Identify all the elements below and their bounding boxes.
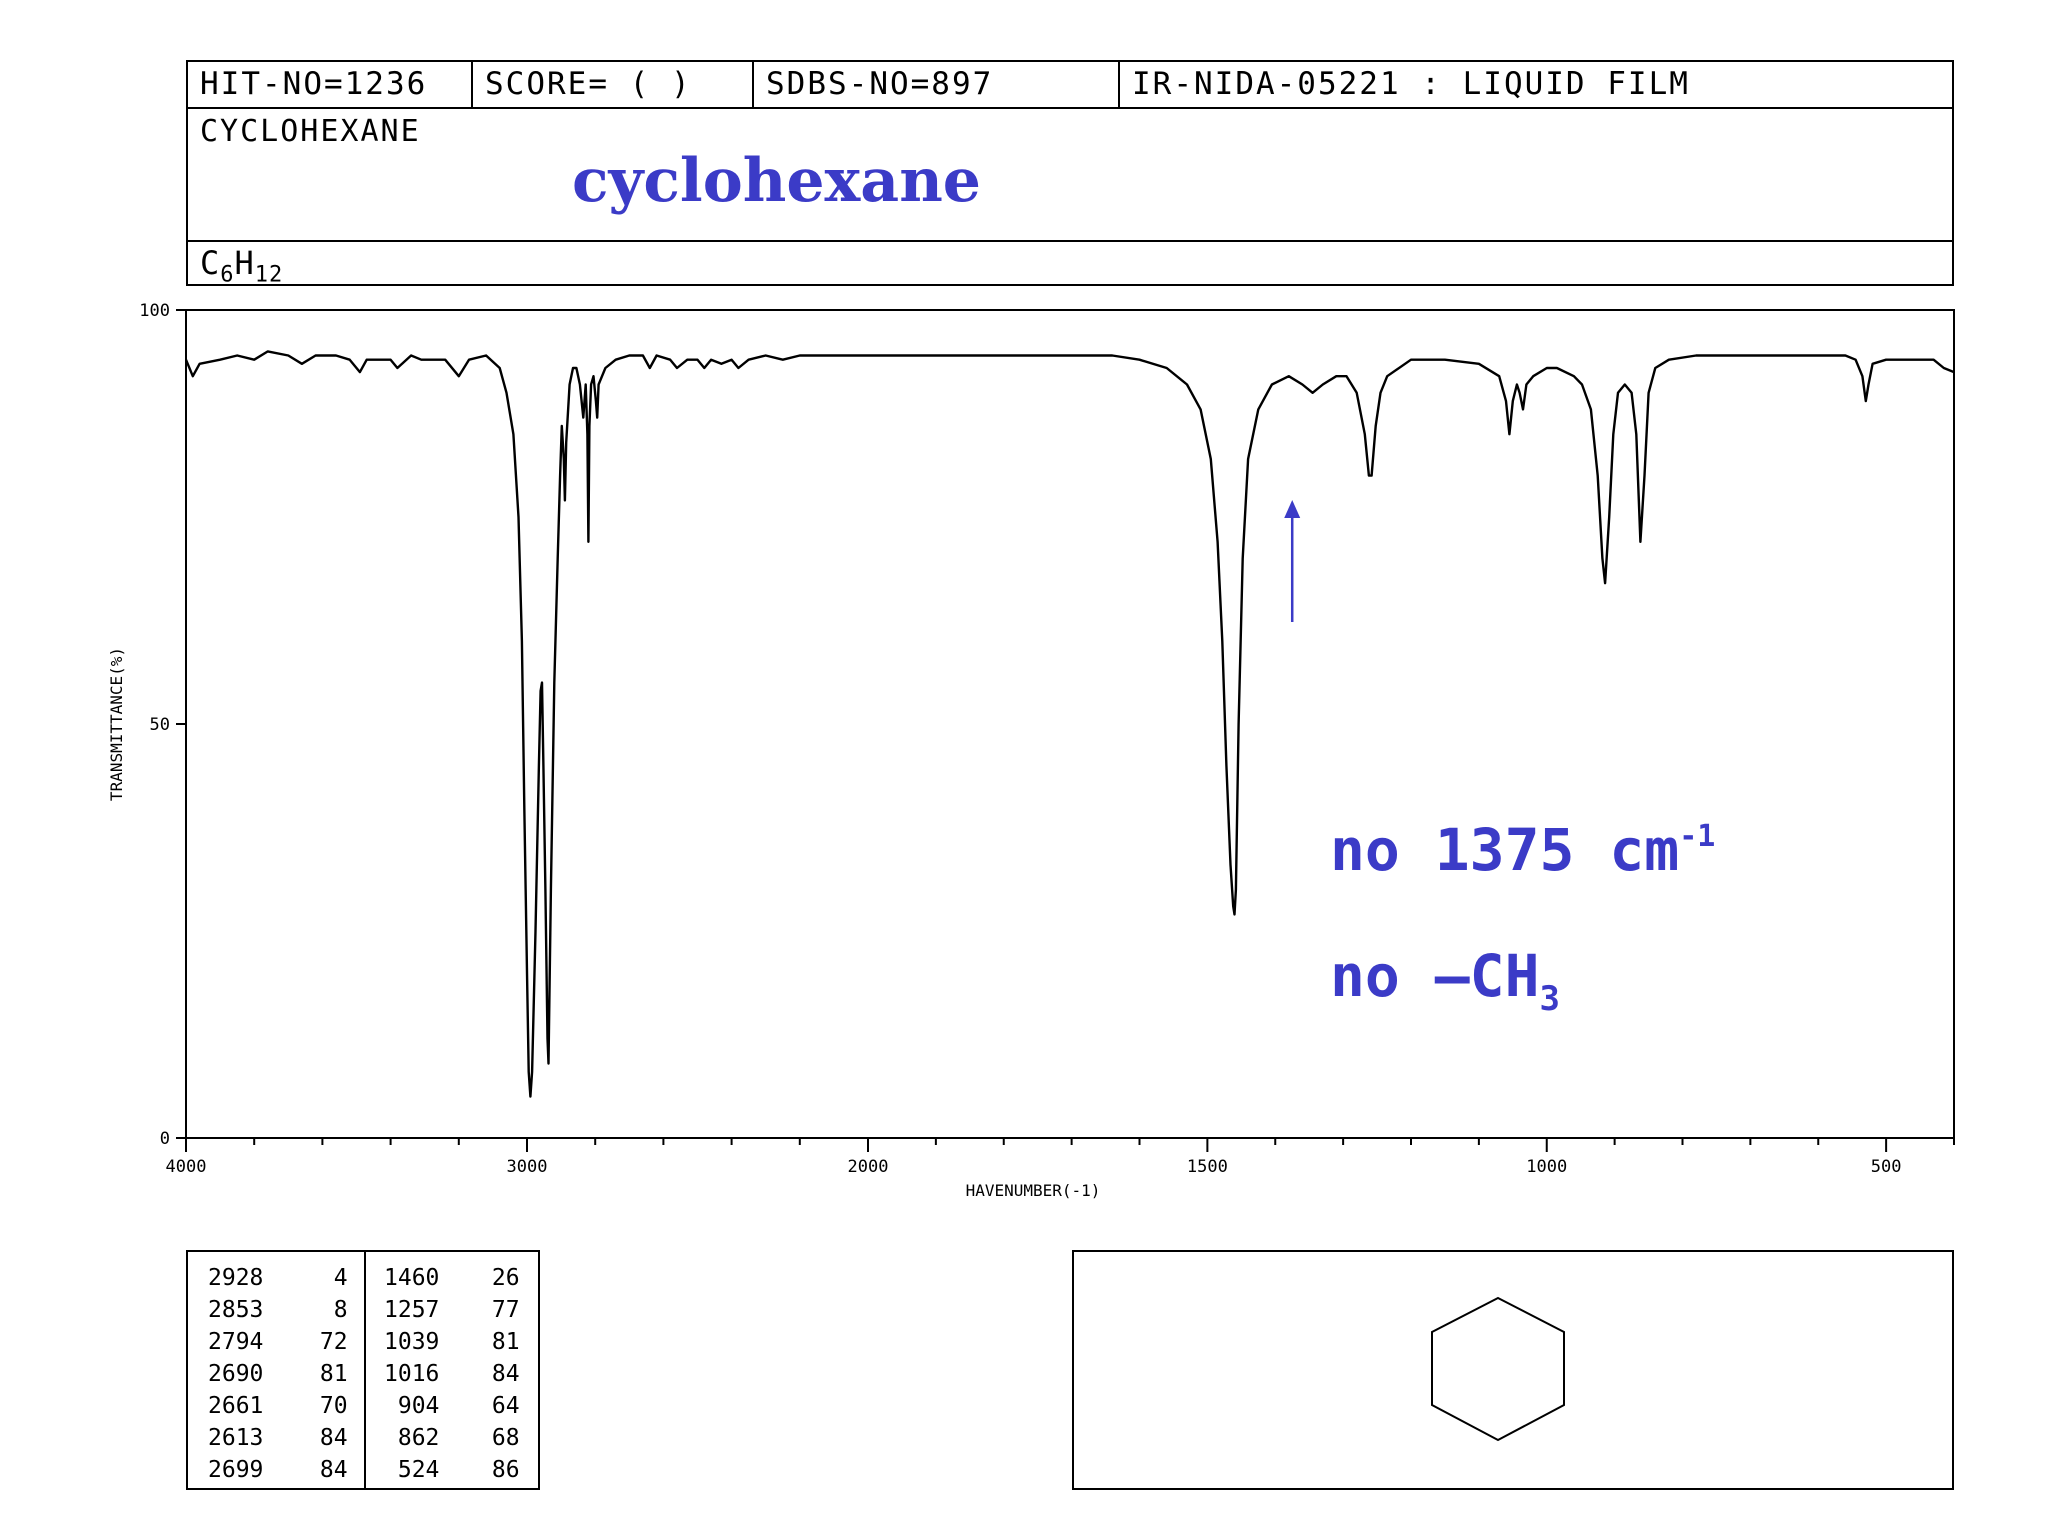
peak-wavenumber: 2661 bbox=[208, 1393, 264, 1419]
peak-transmittance: 86 bbox=[478, 1457, 520, 1483]
peak-transmittance: 81 bbox=[306, 1361, 348, 1387]
peak-transmittance: 72 bbox=[306, 1329, 348, 1355]
spectrum-header: HIT-NO=1236 SCORE= ( ) SDBS-NO=897 IR-NI… bbox=[186, 60, 1954, 287]
peak-wavenumber: 862 bbox=[384, 1425, 440, 1451]
peak-transmittance: 77 bbox=[478, 1297, 520, 1323]
arrow-head bbox=[1284, 500, 1301, 518]
measurement-method: IR-NIDA-05221 : LIQUID FILM bbox=[1118, 62, 1952, 107]
peak-wavenumber: 904 bbox=[384, 1393, 440, 1419]
annotation-no-1375: no 1375 cm-1 bbox=[1330, 816, 1715, 884]
peak-transmittance: 81 bbox=[478, 1329, 520, 1355]
spectrum-line bbox=[184, 350, 1955, 1098]
axis-ticks bbox=[176, 309, 1955, 1152]
x-tick-label: 500 bbox=[1871, 1157, 1902, 1177]
formula-row bbox=[188, 240, 1952, 286]
y-axis-label: TRANSMITTANCE(%) bbox=[107, 647, 126, 801]
peak-table-divider bbox=[364, 1252, 366, 1488]
formula-c-subscript: 6 bbox=[220, 262, 235, 288]
plot-frame bbox=[185, 309, 1955, 1139]
peak-wavenumber: 2794 bbox=[208, 1329, 264, 1355]
annotation-no-1375-text: no 1375 cm bbox=[1330, 816, 1679, 884]
x-axis-label: HAVENUMBER(-1) bbox=[966, 1181, 1101, 1200]
cyclohexane-structure bbox=[1431, 1296, 1565, 1442]
peak-transmittance: 84 bbox=[478, 1361, 520, 1387]
peak-wavenumber: 1039 bbox=[384, 1329, 440, 1355]
peak-table: 2928 4 2853 8 2794 72 2690 81 2661 70 2613 84… bbox=[186, 1250, 540, 1490]
y-tick-label: 0 bbox=[160, 1129, 170, 1149]
peak-transmittance: 70 bbox=[306, 1393, 348, 1419]
peak-transmittance: 4 bbox=[306, 1265, 348, 1291]
sdbs-number: SDBS-NO=897 bbox=[752, 62, 1118, 107]
compound-name: CYCLOHEXANE bbox=[200, 114, 421, 149]
peak-wavenumber: 2699 bbox=[208, 1457, 264, 1483]
annotation-no-ch3-text: no –CH bbox=[1330, 942, 1540, 1010]
header-info-row: HIT-NO=1236 SCORE= ( ) SDBS-NO=897 IR-NI… bbox=[188, 62, 1952, 109]
x-tick-label: 4000 bbox=[166, 1157, 207, 1177]
peak-transmittance: 68 bbox=[478, 1425, 520, 1451]
peak-wavenumber: 1257 bbox=[384, 1297, 440, 1323]
peak-wavenumber: 1016 bbox=[384, 1361, 440, 1387]
y-tick-label: 50 bbox=[150, 715, 170, 735]
annotation-no-ch3: no –CH3 bbox=[1330, 942, 1560, 1019]
score: SCORE= ( ) bbox=[471, 62, 752, 107]
formula-h: H bbox=[234, 244, 255, 282]
x-tick-label: 1500 bbox=[1187, 1157, 1228, 1177]
molecular-formula: C6H12 bbox=[200, 244, 283, 287]
formula-h-subscript: 12 bbox=[254, 262, 284, 288]
x-tick-label: 2000 bbox=[848, 1157, 889, 1177]
structure-box bbox=[1072, 1250, 1954, 1490]
x-tick-label: 3000 bbox=[507, 1157, 548, 1177]
arrow-1375-marker bbox=[1284, 500, 1301, 622]
peak-wavenumber: 524 bbox=[384, 1457, 440, 1483]
peak-wavenumber: 1460 bbox=[384, 1265, 440, 1291]
annotation-no-1375-sup: -1 bbox=[1679, 819, 1715, 854]
peak-transmittance: 84 bbox=[306, 1425, 348, 1451]
y-tick-label: 100 bbox=[139, 301, 170, 321]
hit-number: HIT-NO=1236 bbox=[200, 66, 428, 102]
peak-wavenumber: 2928 bbox=[208, 1265, 264, 1291]
x-tick-label: 1000 bbox=[1526, 1157, 1567, 1177]
formula-c: C bbox=[200, 244, 221, 282]
peak-transmittance: 64 bbox=[478, 1393, 520, 1419]
peak-wavenumber: 2690 bbox=[208, 1361, 264, 1387]
peak-transmittance: 26 bbox=[478, 1265, 520, 1291]
peak-transmittance: 84 bbox=[306, 1457, 348, 1483]
peak-transmittance: 8 bbox=[306, 1297, 348, 1323]
cyclohexane-ring bbox=[1431, 1296, 1565, 1442]
compound-annotation-title: cyclohexane bbox=[572, 146, 981, 216]
peak-wavenumber: 2613 bbox=[208, 1425, 264, 1451]
axis-tick-labels: 4000 3000 2000 1500 1000 500 0 50 100 bbox=[139, 301, 1901, 1177]
peak-wavenumber: 2853 bbox=[208, 1297, 264, 1323]
annotation-no-ch3-sub: 3 bbox=[1540, 979, 1560, 1019]
